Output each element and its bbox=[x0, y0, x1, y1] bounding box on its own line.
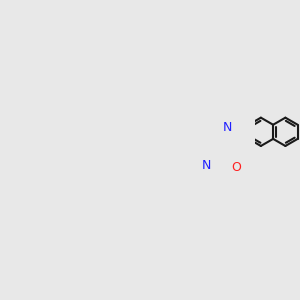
Text: O: O bbox=[231, 160, 241, 174]
Text: N: N bbox=[223, 122, 232, 134]
Text: N: N bbox=[201, 159, 211, 172]
